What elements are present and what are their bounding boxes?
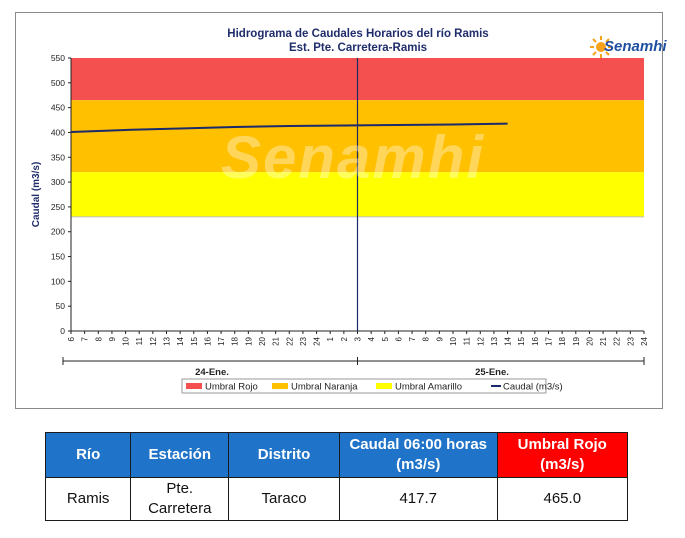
x-tick-label-15: 21: [272, 336, 281, 345]
legend-swatch-1: [272, 383, 288, 389]
legend-label-3: Caudal (m3/s): [503, 382, 563, 393]
cell-umbral-rojo: 465.0: [496, 477, 629, 521]
y-tick-label-8: 400: [51, 127, 65, 137]
x-tick-label-31: 13: [490, 336, 499, 345]
x-tick-label-40: 22: [613, 336, 622, 345]
x-tick-label-9: 15: [190, 336, 199, 345]
x-tick-label-37: 19: [572, 336, 581, 345]
x-tick-label-33: 15: [517, 336, 526, 345]
cell-estacion: Pte. Carretera: [130, 477, 230, 521]
legend-swatch-2: [376, 383, 392, 389]
x-tick-label-4: 10: [122, 336, 131, 345]
logo-text: Senamhi: [604, 38, 667, 55]
y-tick-label-6: 300: [51, 177, 65, 187]
header-umbral-rojo: Umbral Rojo (m3/s): [496, 432, 629, 478]
x-tick-label-10: 16: [203, 336, 212, 345]
day-label-0: 24-Ene.: [195, 367, 229, 378]
header-caudal: Caudal 06:00 horas (m3/s): [338, 432, 498, 478]
x-tick-label-41: 23: [626, 336, 635, 345]
header-distrito: Distrito: [228, 432, 340, 478]
x-tick-label-11: 17: [217, 336, 226, 345]
legend-label-0: Umbral Rojo: [205, 382, 258, 393]
x-tick-label-22: 4: [367, 336, 376, 341]
chart-frame: Hidrograma de Caudales Horarios del río …: [15, 12, 667, 409]
y-tick-label-3: 150: [51, 252, 65, 262]
x-tick-label-24: 6: [394, 336, 403, 341]
cell-caudal: 417.7: [338, 477, 498, 521]
x-tick-label-8: 14: [176, 336, 185, 345]
y-tick-label-4: 200: [51, 227, 65, 237]
x-tick-label-32: 14: [504, 336, 513, 345]
x-tick-label-30: 12: [476, 336, 485, 345]
x-tick-label-36: 18: [558, 336, 567, 345]
y-tick-label-9: 450: [51, 103, 65, 113]
y-tick-label-7: 350: [51, 152, 65, 162]
x-tick-label-34: 16: [531, 336, 540, 345]
x-tick-label-18: 24: [313, 336, 322, 345]
x-tick-label-42: 24: [640, 336, 649, 345]
day-label-1: 25-Ene.: [475, 367, 509, 378]
x-tick-label-0: 6: [67, 336, 76, 341]
x-tick-label-6: 12: [149, 336, 158, 345]
table-row: Ramis Pte. Carretera Taraco 417.7 465.0: [44, 477, 629, 521]
x-tick-label-27: 9: [435, 336, 444, 341]
table-header-row: Río Estación Distrito Caudal 06:00 horas…: [44, 432, 629, 478]
y-axis-label: Caudal (m3/s): [31, 162, 42, 228]
x-tick-label-25: 7: [408, 336, 417, 341]
x-tick-label-28: 10: [449, 336, 458, 345]
station-table: Río Estación Distrito Caudal 06:00 horas…: [44, 432, 629, 521]
legend-label-1: Umbral Naranja: [291, 382, 358, 393]
x-tick-label-7: 13: [163, 336, 172, 345]
x-tick-label-21: 3: [354, 336, 363, 341]
senamhi-logo: Senamhi: [590, 33, 667, 63]
x-tick-label-3: 9: [108, 336, 117, 341]
x-tick-label-16: 22: [285, 336, 294, 345]
y-tick-label-2: 100: [51, 276, 65, 286]
x-tick-label-38: 20: [585, 336, 594, 345]
y-tick-label-5: 250: [51, 202, 65, 212]
chart-subtitle: Est. Pte. Carretera-Ramis: [289, 42, 427, 54]
legend-label-2: Umbral Amarillo: [395, 382, 462, 393]
x-tick-label-2: 8: [94, 336, 103, 341]
header-estacion: Estación: [130, 432, 230, 478]
x-tick-label-23: 5: [381, 336, 390, 341]
x-tick-label-26: 8: [422, 336, 431, 341]
x-tick-label-5: 11: [135, 336, 144, 345]
y-tick-label-11: 550: [51, 53, 65, 63]
x-tick-label-13: 19: [244, 336, 253, 345]
cell-distrito: Taraco: [228, 477, 340, 521]
x-tick-label-29: 11: [463, 336, 472, 345]
y-tick-label-0: 0: [60, 326, 65, 336]
header-rio: Río: [44, 432, 132, 478]
x-tick-label-39: 21: [599, 336, 608, 345]
y-tick-label-10: 500: [51, 78, 65, 88]
x-tick-label-17: 23: [299, 336, 308, 345]
hydrograph-chart: Hidrograma de Caudales Horarios del río …: [31, 28, 649, 394]
y-tick-label-1: 50: [56, 301, 66, 311]
legend-swatch-0: [186, 383, 202, 389]
x-tick-label-35: 17: [545, 336, 554, 345]
cell-rio: Ramis: [44, 477, 132, 521]
chart-title: Hidrograma de Caudales Horarios del río …: [227, 28, 488, 40]
x-tick-label-1: 7: [81, 336, 90, 341]
x-tick-label-19: 1: [326, 336, 335, 341]
series-line-0: [70, 122, 508, 133]
x-tick-label-12: 18: [231, 336, 240, 345]
sun-icon: [590, 36, 612, 58]
x-tick-label-20: 2: [340, 336, 349, 341]
legend-box: [181, 378, 547, 394]
x-tick-label-14: 20: [258, 336, 267, 345]
